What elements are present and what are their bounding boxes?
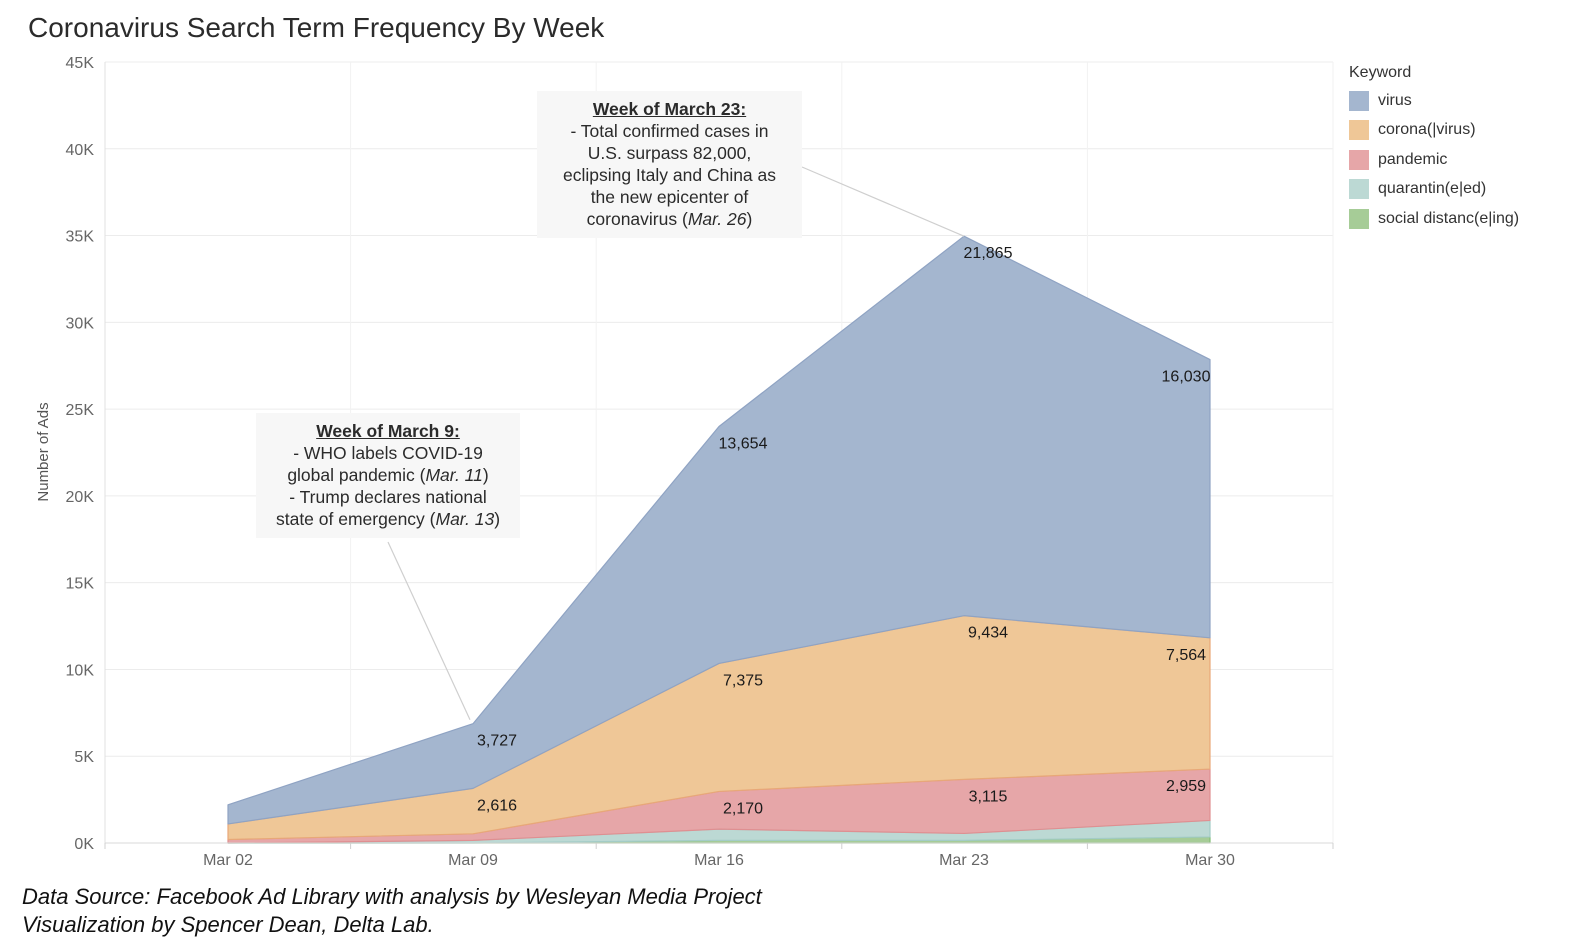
data-label: 3,115 xyxy=(969,788,1008,805)
annotation-text: ) xyxy=(482,465,489,485)
annotation-week-march-23: Week of March 23: - Total confirmed case… xyxy=(537,91,802,238)
legend-item: virus xyxy=(1349,86,1519,116)
legend-swatch xyxy=(1349,179,1369,200)
data-label: 7,375 xyxy=(723,672,763,689)
x-tick-label: Mar 09 xyxy=(448,852,498,869)
annotation-line: coronavirus (Mar. 26) xyxy=(545,208,794,230)
annotation-text: coronavirus ( xyxy=(586,209,688,229)
x-tick-label: Mar 02 xyxy=(203,852,253,869)
x-tick-label: Mar 30 xyxy=(1185,852,1235,869)
legend-label: pandemic xyxy=(1378,150,1448,168)
annotation-text: state of emergency ( xyxy=(275,509,436,529)
legend-item: quarantin(e|ed) xyxy=(1349,175,1519,205)
annotation-text: ) xyxy=(494,509,501,529)
legend-label: quarantin(e|ed) xyxy=(1378,180,1487,198)
annotation-line: the new epicenter of xyxy=(590,187,749,207)
y-tick-label: 25K xyxy=(66,402,95,419)
data-label: 2,959 xyxy=(1166,778,1206,795)
annotation-leader-line xyxy=(387,541,471,720)
annotation-heading: Week of March 23: xyxy=(592,99,747,119)
annotation-date: Mar. 13 xyxy=(435,509,495,529)
data-label: 21,865 xyxy=(964,245,1013,262)
y-tick-label: 35K xyxy=(66,229,95,246)
y-tick-label: 30K xyxy=(66,315,95,332)
legend-label: social distanc(e|ing) xyxy=(1378,209,1520,227)
source-credit: Data Source: Facebook Ad Library with an… xyxy=(22,884,762,909)
legend-items: virus corona(|virus) pandemic quarantin(e|e… xyxy=(1349,86,1519,234)
y-tick-label: 40K xyxy=(66,142,95,159)
y-tick-label: 15K xyxy=(66,576,95,593)
data-label: 16,030 xyxy=(1162,369,1211,386)
data-label: 3,727 xyxy=(477,733,517,750)
y-tick-label: 20K xyxy=(66,489,95,506)
annotation-line: U.S. surpass 82,000, xyxy=(587,143,752,163)
y-tick-label: 5K xyxy=(74,749,94,766)
legend-swatch xyxy=(1349,208,1369,229)
data-label: 7,564 xyxy=(1166,647,1206,664)
annotation-line: - Trump declares national xyxy=(289,487,487,507)
annotation-line: - Total confirmed cases in xyxy=(570,121,769,141)
data-label: 2,616 xyxy=(477,797,517,814)
legend-swatch xyxy=(1349,90,1369,111)
annotation-date: Mar. 11 xyxy=(425,465,483,485)
legend-item: corona(|virus) xyxy=(1349,116,1519,146)
y-tick-label: 45K xyxy=(66,55,95,72)
legend-label: corona(|virus) xyxy=(1378,121,1476,139)
legend-title: Keyword xyxy=(1349,64,1412,81)
legend: Keyword virus corona(|virus) pandemic quara… xyxy=(1349,64,1519,234)
legend-swatch xyxy=(1349,149,1369,170)
x-tick-label: Mar 16 xyxy=(694,852,744,869)
annotation-leader-line xyxy=(801,166,965,237)
data-label: 2,170 xyxy=(723,800,763,817)
annotation-line: state of emergency (Mar. 13) xyxy=(264,508,512,530)
legend-label: virus xyxy=(1378,91,1412,109)
annotation-line: - WHO labels COVID-19 xyxy=(293,443,483,463)
annotation-line: global pandemic (Mar. 11) xyxy=(264,464,512,486)
annotation-heading: Week of March 9: xyxy=(316,421,460,441)
annotation-date: Mar. 26 xyxy=(687,209,747,229)
y-tick-label: 0K xyxy=(74,836,94,853)
legend-item: pandemic xyxy=(1349,145,1519,175)
y-tick-label: 10K xyxy=(66,662,95,679)
data-label: 13,654 xyxy=(719,435,768,452)
chart-title: Coronavirus Search Term Frequency By Wee… xyxy=(28,12,605,43)
y-axis-label: Number of Ads xyxy=(35,402,52,501)
legend-item: social distanc(e|ing) xyxy=(1349,204,1519,234)
annotation-week-march-9: Week of March 9: - WHO labels COVID-19 g… xyxy=(256,413,520,538)
annotation-text: global pandemic ( xyxy=(287,465,426,485)
annotation-line: eclipsing Italy and China as xyxy=(562,165,777,185)
area-series-virus xyxy=(227,235,1211,825)
visualization-credit: Visualization by Spencer Dean, Delta Lab… xyxy=(22,912,434,937)
legend-swatch xyxy=(1349,120,1369,141)
data-label: 9,434 xyxy=(968,625,1008,642)
annotation-text: ) xyxy=(746,209,753,229)
x-tick-label: Mar 23 xyxy=(939,852,989,869)
